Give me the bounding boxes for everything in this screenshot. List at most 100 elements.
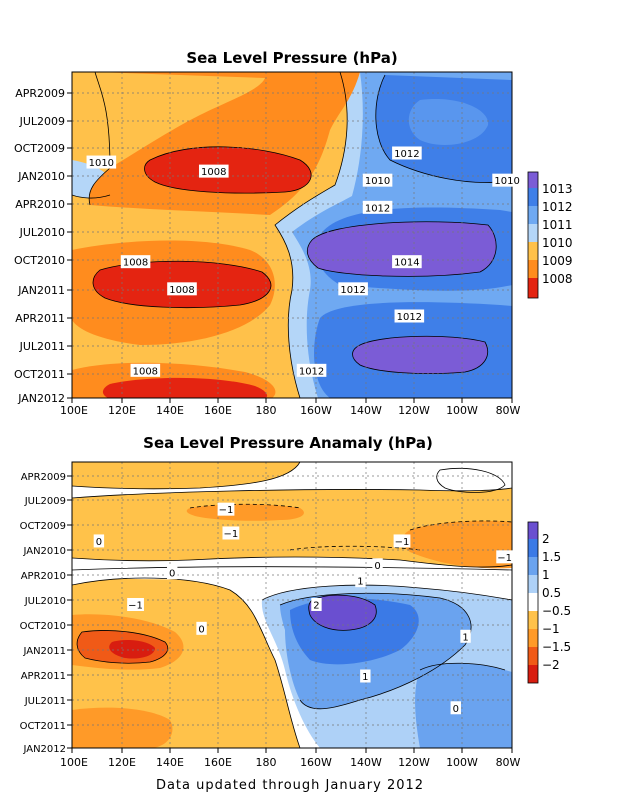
contour-label: −1 bbox=[219, 505, 234, 516]
slp-y-tick: JAN2012 bbox=[17, 392, 65, 405]
anomaly-x-tick: 80W bbox=[496, 756, 521, 769]
anomaly-colorbar-swatch bbox=[528, 557, 538, 575]
slp-colorbar-swatch bbox=[528, 260, 538, 278]
anomaly-frame bbox=[71, 461, 513, 749]
contour-label-background bbox=[86, 155, 117, 169]
contour-label-background bbox=[392, 146, 422, 160]
contour-label-background bbox=[460, 629, 471, 643]
contour-label-background bbox=[393, 534, 411, 548]
contour-label-background bbox=[198, 164, 229, 178]
contour-label: 1010 bbox=[89, 158, 114, 169]
anomaly-colorbar-swatch bbox=[528, 593, 538, 611]
contour-label-background bbox=[127, 598, 144, 611]
anomaly-y-tick: JUL2009 bbox=[24, 496, 66, 507]
contour-label-background bbox=[311, 598, 322, 611]
slp-y-tick: JUL2010 bbox=[19, 226, 65, 239]
contour-label: 1 bbox=[362, 672, 368, 683]
contour-label-background bbox=[394, 309, 425, 323]
contour-label: 1008 bbox=[123, 258, 148, 269]
contour-label: 1008 bbox=[201, 167, 226, 178]
contour-label-background bbox=[496, 550, 514, 564]
anomaly-colorbar-swatch bbox=[528, 522, 538, 539]
anomaly-colorbar-swatch bbox=[528, 629, 538, 647]
slp-colorbar-swatch bbox=[528, 206, 538, 224]
anomaly-x-tick: 100E bbox=[60, 756, 88, 769]
slp-colorbar-swatch bbox=[528, 242, 538, 260]
slp-colorbar: 1013 1012 1011 1010 1009 1008 bbox=[527, 171, 573, 299]
slp-y-tick: OCT2010 bbox=[14, 254, 65, 267]
anomaly-colorbar-label: 0.5 bbox=[542, 586, 561, 600]
slp-x-tick: 160W bbox=[300, 404, 332, 417]
anomaly-panel: Sea Level Pressure Anamaly (hPa) bbox=[20, 434, 572, 769]
contour-label-background bbox=[362, 200, 393, 214]
contour-label: 1008 bbox=[169, 285, 194, 296]
anomaly-colorbar-swatch bbox=[528, 575, 538, 593]
contour-label: 0 bbox=[453, 704, 459, 715]
contour-label-background bbox=[167, 282, 197, 296]
contour-label: 0 bbox=[169, 569, 175, 580]
contour-label: 1010 bbox=[365, 176, 390, 187]
slp-panel: Sea Level Pressure (hPa) bbox=[14, 49, 573, 417]
slp-colorbar-label: 1010 bbox=[542, 236, 573, 250]
anomaly-x-tick: 160E bbox=[204, 756, 232, 769]
anomaly-colorbar-swatch bbox=[528, 539, 538, 557]
contour-label: 1 bbox=[357, 577, 363, 588]
contour-label: 1012 bbox=[394, 149, 419, 160]
slp-x-tick: 120W bbox=[398, 404, 430, 417]
slp-x-tick: 80W bbox=[496, 404, 521, 417]
slp-title: Sea Level Pressure (hPa) bbox=[186, 49, 397, 67]
contour-label-background bbox=[130, 363, 161, 377]
slp-y-tick: JAN2011 bbox=[17, 284, 65, 297]
anomaly-x-tick: 160W bbox=[300, 756, 332, 769]
footer-note: Data updated through January 2012 bbox=[156, 778, 424, 793]
anomaly-colorbar-swatch bbox=[528, 647, 538, 665]
contour-label-background bbox=[296, 363, 327, 377]
slp-colorbar-label: 1013 bbox=[542, 182, 573, 196]
slp-colorbar-swatch bbox=[528, 172, 538, 188]
slp-field bbox=[72, 72, 512, 398]
anomaly-x-tick: 100W bbox=[446, 756, 478, 769]
contour-label: 1012 bbox=[397, 312, 422, 323]
anomaly-x-tick: 140E bbox=[156, 756, 184, 769]
anomaly-x-tick: 120E bbox=[108, 756, 136, 769]
slp-colorbar-label: 1008 bbox=[542, 272, 573, 286]
slp-contour-labels: 1010 1008 1012 1010 1010 1012 1014 1008 1008 1012… bbox=[86, 146, 522, 377]
slp-colorbar-label: 1009 bbox=[542, 254, 573, 268]
slp-x-tick: 140W bbox=[350, 404, 382, 417]
anomaly-colorbar-label: 1 bbox=[542, 568, 550, 582]
contour-label-background bbox=[222, 526, 240, 540]
slp-grid bbox=[72, 72, 512, 398]
contour-label-background bbox=[196, 621, 207, 635]
slp-y-tick: JUL2011 bbox=[19, 340, 65, 353]
slp-x-tick: 100E bbox=[60, 404, 88, 417]
slp-colorbar-label: 1012 bbox=[542, 200, 573, 214]
contour-label-background bbox=[392, 255, 422, 269]
anomaly-colorbar-label: −1 bbox=[542, 622, 560, 636]
contour-label: 2 bbox=[313, 601, 319, 612]
anomaly-y-tick: APR2009 bbox=[21, 472, 66, 483]
slp-x-tick: 120E bbox=[108, 404, 136, 417]
slp-y-tick: OCT2011 bbox=[14, 368, 65, 381]
anomaly-y-tick: JAN2012 bbox=[22, 744, 66, 755]
contour-label: 1012 bbox=[340, 285, 365, 296]
slp-y-tick: APR2010 bbox=[15, 198, 65, 211]
slp-colorbar-swatch bbox=[528, 224, 538, 242]
slp-x-tick: 160E bbox=[204, 404, 232, 417]
contour-label-background bbox=[120, 255, 151, 269]
anomaly-colorbar-swatch bbox=[528, 611, 538, 629]
anomaly-y-tick: OCT2009 bbox=[20, 521, 66, 532]
anomaly-field bbox=[72, 462, 512, 748]
slp-x-tick: 180 bbox=[256, 404, 277, 417]
contour-label-background bbox=[93, 534, 105, 548]
contour-label: −1 bbox=[224, 529, 239, 540]
contour-label: 0 bbox=[374, 561, 380, 572]
anomaly-y-tick: APR2011 bbox=[21, 671, 66, 682]
anomaly-colorbar: 2 1.5 1 0.5 −0.5 −1 −1.5 −2 bbox=[527, 521, 571, 684]
contour-label: 1012 bbox=[299, 366, 324, 377]
slp-y-tick: JAN2010 bbox=[17, 170, 65, 183]
slp-colorbar-swatch bbox=[528, 278, 538, 298]
anomaly-y-tick: JUL2010 bbox=[24, 596, 66, 607]
slp-y-tick: OCT2009 bbox=[14, 142, 65, 155]
anomaly-title: Sea Level Pressure Anamaly (hPa) bbox=[143, 434, 433, 452]
contour-label-background bbox=[355, 574, 366, 588]
